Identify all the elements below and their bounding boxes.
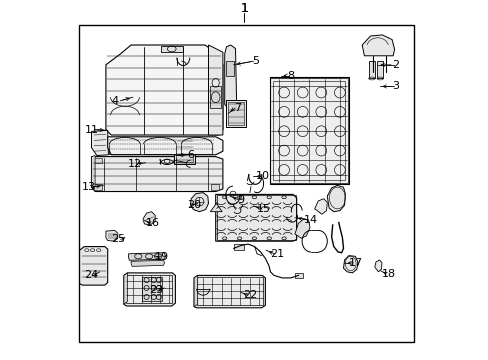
Bar	[233, 244, 244, 250]
Polygon shape	[128, 253, 165, 260]
Text: 1: 1	[240, 3, 248, 15]
Polygon shape	[91, 157, 223, 192]
Text: 2: 2	[391, 60, 398, 70]
Bar	[294, 273, 302, 278]
Text: 16: 16	[145, 218, 160, 228]
Polygon shape	[107, 137, 223, 155]
Bar	[368, 61, 374, 78]
Polygon shape	[194, 275, 265, 308]
Text: 5: 5	[251, 56, 258, 66]
Text: 23: 23	[149, 285, 163, 295]
Text: 14: 14	[304, 215, 318, 225]
Polygon shape	[80, 247, 107, 285]
Text: 19: 19	[154, 252, 168, 262]
Text: 12: 12	[127, 159, 142, 169]
Polygon shape	[91, 156, 95, 187]
Bar	[376, 61, 383, 78]
Text: 17: 17	[348, 258, 363, 268]
Text: 25: 25	[110, 234, 124, 244]
Bar	[142, 277, 162, 301]
Polygon shape	[123, 273, 175, 306]
Polygon shape	[131, 260, 164, 266]
Bar	[226, 100, 246, 127]
Text: 24: 24	[83, 270, 98, 280]
Polygon shape	[91, 130, 108, 156]
Text: 3: 3	[391, 81, 398, 91]
Bar	[216, 195, 295, 240]
Bar	[94, 158, 102, 163]
Bar	[270, 78, 347, 183]
Bar	[273, 81, 345, 180]
Bar	[126, 275, 172, 303]
Polygon shape	[208, 45, 223, 135]
Text: 20: 20	[186, 200, 201, 210]
Text: 15: 15	[257, 204, 271, 214]
Polygon shape	[224, 45, 236, 108]
Text: 13: 13	[82, 182, 96, 192]
Text: 11: 11	[84, 125, 98, 135]
Text: 18: 18	[381, 269, 395, 279]
Bar	[176, 139, 193, 162]
Text: 6: 6	[186, 150, 194, 160]
Text: 21: 21	[269, 249, 284, 259]
Polygon shape	[314, 199, 326, 214]
Polygon shape	[362, 35, 394, 56]
Text: 22: 22	[242, 290, 257, 300]
Text: 8: 8	[287, 71, 294, 81]
Polygon shape	[269, 77, 348, 184]
Bar	[174, 137, 195, 164]
Text: 4: 4	[111, 96, 118, 106]
Bar	[197, 277, 262, 305]
Bar	[211, 184, 219, 190]
Polygon shape	[190, 193, 208, 212]
Text: 1: 1	[240, 3, 248, 15]
Text: 9: 9	[237, 195, 244, 205]
Polygon shape	[215, 194, 296, 241]
Polygon shape	[106, 45, 223, 135]
Polygon shape	[251, 195, 264, 206]
Text: 10: 10	[255, 171, 269, 181]
Polygon shape	[194, 275, 197, 307]
Polygon shape	[142, 212, 155, 225]
Bar	[228, 102, 244, 125]
Polygon shape	[210, 203, 222, 212]
Text: 7: 7	[233, 103, 241, 113]
Polygon shape	[326, 185, 345, 212]
Bar	[161, 46, 182, 52]
Polygon shape	[294, 219, 309, 238]
Bar	[94, 184, 102, 190]
Polygon shape	[374, 260, 381, 272]
Bar	[226, 61, 234, 76]
Bar	[210, 86, 221, 108]
Bar	[79, 25, 413, 342]
Polygon shape	[343, 256, 357, 273]
Polygon shape	[106, 230, 118, 241]
Polygon shape	[123, 273, 127, 304]
